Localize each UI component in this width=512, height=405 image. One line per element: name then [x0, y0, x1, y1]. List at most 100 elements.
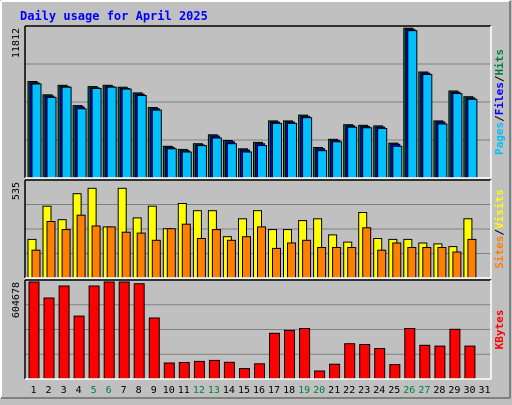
bar-visits-sites-sites-27: [422, 247, 432, 279]
x-tick-label-19: 19: [298, 385, 310, 396]
bar-visits-sites-sites-28: [437, 247, 447, 279]
bar-hits-files-pages-pages-23: [362, 127, 373, 179]
x-tick-label-11: 11: [178, 385, 190, 396]
x-tick-label-6: 6: [106, 385, 112, 396]
bar-visits-sites-sites-16: [257, 226, 266, 279]
bar-visits-sites-sites-23: [362, 227, 372, 279]
bar-kbytes-kbytes-26: [404, 328, 416, 380]
bar-visits-sites-sites-18: [287, 242, 296, 279]
bar-kbytes-kbytes-14: [223, 361, 235, 380]
ymax-label-kbytes: 604678: [11, 282, 22, 318]
x-tick-label-8: 8: [136, 385, 142, 396]
bar-kbytes-kbytes-10: [163, 362, 175, 380]
legend-visits-sites: Sites/Visits: [493, 189, 506, 269]
bar-hits-files-pages-pages-24: [377, 128, 388, 179]
bar-hits-files-pages-pages-12: [196, 145, 207, 179]
bar-kbytes-kbytes-30: [464, 345, 476, 380]
bar-kbytes-kbytes-23: [359, 344, 371, 380]
bar-kbytes-kbytes-11: [178, 362, 190, 380]
bar-kbytes-kbytes-17: [269, 332, 280, 380]
bar-hits-files-pages-pages-13: [211, 137, 222, 179]
bar-visits-sites-sites-2: [46, 221, 56, 279]
bar-kbytes-kbytes-1: [28, 281, 40, 380]
x-tick-label-27: 27: [418, 385, 430, 396]
legend-hits-files-pages: Pages/Files/Hits: [493, 49, 506, 155]
bar-hits-files-pages-pages-6: [106, 86, 117, 179]
bar-hits-files-pages-pages-3: [61, 86, 72, 179]
bar-hits-files-pages-pages-11: [181, 151, 192, 179]
bar-visits-sites-sites-25: [392, 242, 402, 279]
legend-entry-hits: Hits: [493, 49, 506, 76]
bar-hits-files-pages-pages-15: [242, 151, 252, 179]
bar-kbytes-kbytes-9: [148, 317, 160, 380]
bar-hits-files-pages-pages-22: [347, 126, 358, 179]
x-tick-label-29: 29: [448, 385, 460, 396]
bar-visits-sites-sites-24: [377, 249, 387, 279]
bar-kbytes-kbytes-25: [389, 364, 401, 380]
x-tick-label-18: 18: [283, 385, 295, 396]
legend-separator: /: [493, 229, 506, 236]
x-tick-label-15: 15: [238, 385, 250, 396]
x-tick-label-31: 31: [478, 385, 490, 396]
x-tick-label-30: 30: [463, 385, 475, 396]
x-tick-label-9: 9: [151, 385, 157, 396]
bar-visits-sites-sites-6: [106, 226, 116, 279]
ymax-label-visits-sites: 535: [11, 182, 22, 200]
bar-kbytes-kbytes-21: [329, 363, 341, 380]
x-tick-label-22: 22: [343, 385, 355, 396]
ymax-label-hits-files-pages: 11812: [11, 28, 22, 58]
bar-hits-files-pages-pages-26: [407, 30, 418, 179]
bar-visits-sites-sites-17: [272, 247, 281, 279]
x-tick-label-16: 16: [253, 385, 265, 396]
bar-visits-sites-sites-29: [452, 251, 462, 279]
bar-hits-files-pages-pages-2: [46, 96, 57, 179]
x-tick-label-2: 2: [45, 385, 51, 396]
x-tick-label-10: 10: [163, 385, 175, 396]
x-tick-label-20: 20: [313, 385, 325, 396]
bar-visits-sites-sites-5: [91, 225, 101, 279]
bar-visits-sites-sites-4: [76, 214, 86, 279]
x-tick-label-13: 13: [208, 385, 220, 396]
bar-kbytes-kbytes-24: [374, 348, 386, 380]
bar-hits-files-pages-pages-7: [121, 88, 132, 179]
x-tick-label-3: 3: [61, 385, 67, 396]
bar-hits-files-pages-pages-8: [136, 95, 147, 179]
bar-hits-files-pages-pages-30: [467, 98, 478, 179]
bar-visits-sites-sites-8: [136, 232, 146, 279]
bar-visits-sites-sites-13: [211, 229, 221, 279]
bar-kbytes-kbytes-27: [419, 344, 431, 380]
bar-kbytes-kbytes-7: [118, 281, 130, 380]
legend-entry-kbytes: KBytes: [493, 310, 506, 350]
legend-entry-pages: Pages: [493, 122, 506, 155]
x-tick-label-26: 26: [403, 385, 415, 396]
bar-kbytes-kbytes-29: [449, 328, 461, 380]
bar-hits-files-pages-pages-21: [332, 141, 343, 179]
bar-kbytes-kbytes-5: [88, 285, 100, 380]
chart-title: Daily usage for April 2025: [20, 9, 208, 23]
bar-hits-files-pages-pages-14: [226, 143, 237, 179]
bar-visits-sites-sites-26: [407, 247, 417, 279]
bar-hits-files-pages-pages-9: [151, 109, 162, 179]
x-tick-label-14: 14: [223, 385, 235, 396]
bar-visits-sites-sites-15: [242, 236, 251, 279]
bar-hits-files-pages-pages-10: [166, 148, 177, 179]
bar-visits-sites-sites-19: [302, 239, 312, 279]
bar-kbytes-kbytes-19: [299, 328, 311, 380]
x-tick-label-28: 28: [433, 385, 445, 396]
bar-kbytes-kbytes-8: [133, 283, 145, 380]
bar-hits-files-pages-pages-18: [287, 122, 297, 179]
bar-kbytes-kbytes-28: [434, 345, 446, 380]
bar-hits-files-pages-pages-29: [452, 93, 463, 179]
legend-entry-sites: Sites: [493, 236, 506, 269]
bar-visits-sites-sites-9: [151, 239, 161, 279]
bar-visits-sites-sites-20: [317, 247, 327, 279]
bar-visits-sites-sites-30: [467, 238, 477, 279]
bar-hits-files-pages-pages-20: [317, 150, 328, 179]
bar-visits-sites-sites-21: [332, 247, 342, 279]
legend-entry-files: Files: [493, 82, 506, 115]
x-tick-label-24: 24: [373, 385, 385, 396]
x-tick-label-21: 21: [328, 385, 340, 396]
legend-separator: /: [493, 75, 506, 82]
